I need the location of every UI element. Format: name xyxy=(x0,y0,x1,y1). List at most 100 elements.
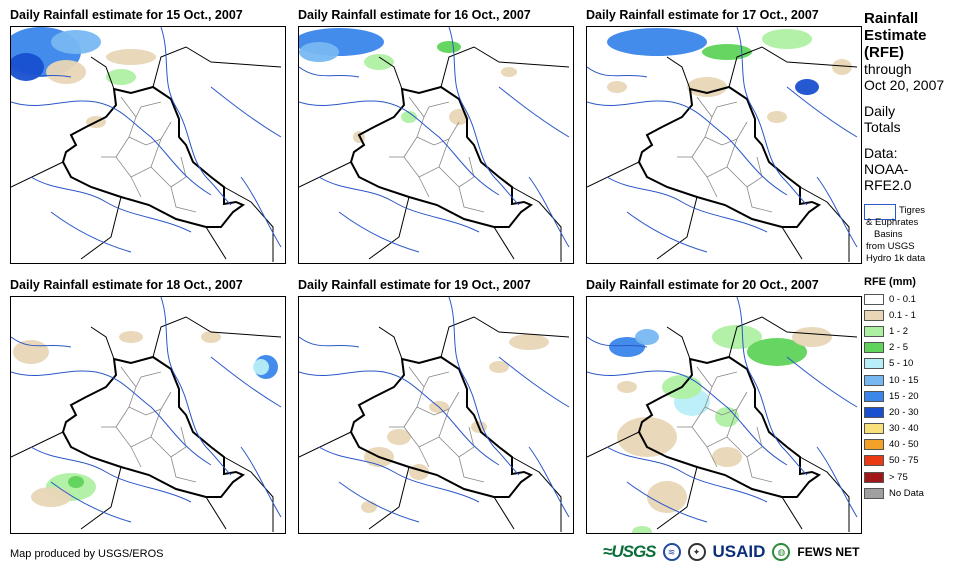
legend-swatch xyxy=(864,390,884,402)
rainfall-map xyxy=(10,296,286,534)
iraq-border xyxy=(349,355,534,498)
province-boundary xyxy=(403,406,450,448)
legend-swatch xyxy=(864,374,884,386)
province-boundary xyxy=(403,136,450,178)
province-boundary xyxy=(438,156,475,188)
rainfall-cell xyxy=(31,487,71,507)
rainfall-cell xyxy=(387,429,411,445)
rainfall-cell xyxy=(607,28,707,56)
map-svg xyxy=(299,297,570,532)
country-border xyxy=(656,466,698,530)
basin-boundary xyxy=(50,481,132,523)
rainfall-cell xyxy=(617,417,677,457)
basin-boundary xyxy=(160,297,232,476)
rainfall-map xyxy=(298,26,574,264)
map-svg xyxy=(299,27,570,262)
province-boundary xyxy=(408,366,460,416)
country-border xyxy=(666,56,691,90)
iraq-border xyxy=(61,85,246,228)
province-boundary xyxy=(696,96,748,146)
basin-boundary xyxy=(299,370,500,466)
country-border xyxy=(666,326,691,360)
basins-label: Hydro 1k data xyxy=(866,253,926,264)
country-border xyxy=(299,431,352,458)
legend-label: 40 - 50 xyxy=(889,439,919,451)
legend-label: 2 - 5 xyxy=(889,342,909,354)
province-boundary xyxy=(418,446,430,468)
panel-title: Daily Rainfall estimate for 15 Oct., 200… xyxy=(10,8,243,22)
country-border xyxy=(11,431,64,458)
rainfall-cell xyxy=(609,337,645,357)
fews-net-logo: FEWS NET xyxy=(797,545,860,559)
noaa-logo: ≋ xyxy=(662,543,681,561)
rainfall-cell xyxy=(68,476,84,488)
province-boundary xyxy=(150,156,187,188)
province-boundary xyxy=(746,456,773,483)
sidebar-title-line: Estimate xyxy=(864,27,927,44)
iraq-border xyxy=(637,355,822,498)
sidebar: Rainfall Estimate (RFE) through Oct 20, … xyxy=(864,10,964,501)
basins-label: & Euphrates xyxy=(866,217,919,228)
rainfall-cell xyxy=(687,77,727,97)
legend-label: 15 - 20 xyxy=(889,390,919,402)
country-border xyxy=(368,196,410,260)
legend-label: 0 - 0.1 xyxy=(889,293,916,305)
country-border xyxy=(799,186,850,262)
rainfall-cell xyxy=(647,481,687,513)
fews-globe-icon: ◍ xyxy=(772,543,791,561)
basin-boundary xyxy=(30,176,192,233)
country-border xyxy=(799,456,850,532)
province-boundary xyxy=(120,366,172,416)
province-boundary xyxy=(423,101,450,118)
legend-swatch xyxy=(864,325,884,337)
legend-item: 10 - 15 xyxy=(864,372,964,388)
basin-boundary xyxy=(606,176,768,233)
country-border xyxy=(511,456,562,532)
legend-label: No Data xyxy=(889,487,924,499)
legend-item: 2 - 5 xyxy=(864,340,964,356)
province-boundary xyxy=(706,176,718,198)
basin-boundary xyxy=(299,336,360,348)
province-boundary xyxy=(120,96,172,146)
legend-swatch xyxy=(864,439,884,451)
basin-boundary xyxy=(786,86,858,138)
logo-strip: ≈USGS ≋ ✦ USAID ◍ FEWS NET xyxy=(603,542,859,562)
basin-boundary xyxy=(318,446,480,503)
legend: RFE (mm) 0 - 0.1 0.1 - 1 1 - 2 2 - 5 5 - 10 1… xyxy=(864,276,964,501)
panel-title: Daily Rainfall estimate for 17 Oct., 200… xyxy=(586,8,819,22)
daily-label: Daily xyxy=(864,103,896,119)
legend-item: 0 - 0.1 xyxy=(864,291,964,307)
province-boundary xyxy=(135,371,162,388)
province-boundary xyxy=(726,426,763,458)
basin-boundary xyxy=(498,356,570,408)
map-svg xyxy=(587,297,858,533)
rainfall-cell xyxy=(509,334,549,350)
province-boundary xyxy=(746,186,773,213)
legend-swatch xyxy=(864,406,884,418)
basin-boundary xyxy=(338,481,420,523)
country-border xyxy=(781,226,803,260)
basin-boundary xyxy=(736,297,808,476)
rainfall-layer xyxy=(361,334,549,513)
province-boundary xyxy=(130,176,142,198)
legend-item: > 75 xyxy=(864,469,964,485)
country-border xyxy=(493,496,515,530)
basin-boundary xyxy=(11,66,72,78)
rainfall-map xyxy=(298,296,574,534)
basin-boundary xyxy=(528,176,570,248)
basin-boundary xyxy=(587,336,648,348)
basin-boundary xyxy=(816,446,858,518)
basin-boundary xyxy=(448,297,520,476)
iraq-border xyxy=(637,85,822,228)
rainfall-layer xyxy=(299,28,517,143)
basin-boundary xyxy=(11,100,212,196)
legend-item: 40 - 50 xyxy=(864,437,964,453)
rainfall-cell xyxy=(607,81,627,93)
basin-boundary xyxy=(210,356,282,408)
rainfall-layer xyxy=(11,27,156,128)
panel-title: Daily Rainfall estimate for 16 Oct., 200… xyxy=(298,8,531,22)
basin-boundary xyxy=(160,27,232,206)
map-svg xyxy=(11,27,282,262)
basin-boundary xyxy=(240,446,282,518)
usaid-logo: USAID xyxy=(712,542,766,561)
